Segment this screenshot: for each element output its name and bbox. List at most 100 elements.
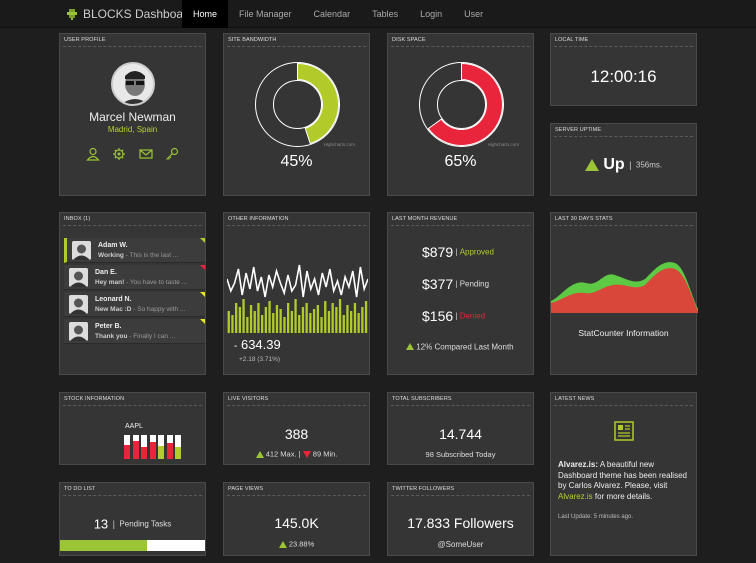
disk-value: 65% xyxy=(444,153,477,170)
visitors-range: 412 Max. | 89 Min. xyxy=(224,449,369,459)
revenue-row: $377 | Pending xyxy=(422,275,489,293)
divider xyxy=(391,495,530,496)
sparkline-bar xyxy=(264,307,267,333)
other-information-panel: OTHER INFORMATION - 634.39 +2.18 (3.71%) xyxy=(223,212,370,375)
stock-bar-fill xyxy=(124,444,130,459)
nav-login[interactable]: Login xyxy=(420,9,443,19)
logo-icon xyxy=(67,9,77,20)
panel-title: LIVE VISITORS xyxy=(228,396,269,402)
message-subject: Thank you xyxy=(95,333,128,340)
nav-user[interactable]: User xyxy=(464,9,484,19)
avatar xyxy=(111,62,155,106)
stock-bar-fill xyxy=(166,443,173,459)
message-preview: Thank you - Finally I can ... xyxy=(95,333,203,340)
sparkline-bar xyxy=(283,317,286,333)
uptime-status: Up | 356ms. xyxy=(551,156,696,174)
stock-bar xyxy=(141,435,147,459)
divider xyxy=(63,225,202,226)
divider xyxy=(554,225,693,226)
sparkline-bar xyxy=(261,315,264,333)
nav-file-manager[interactable]: File Manager xyxy=(239,9,292,19)
chart-credit: Highcharts.com xyxy=(487,142,519,147)
other-value-row: - 634.39 xyxy=(234,337,281,352)
message-snippet: - So happy with ... xyxy=(131,306,186,313)
message-subject: New Mac :D xyxy=(95,306,132,313)
message-flag xyxy=(200,265,205,270)
inbox-message[interactable]: Dan E. Hey man! - You have to taste ... xyxy=(64,265,205,290)
message-flag xyxy=(200,292,205,297)
brand[interactable]: BLOCKS Dashboard xyxy=(66,7,194,21)
sparkline-bar xyxy=(331,303,334,333)
pageviews-change: 23.88% xyxy=(288,539,315,549)
sparkline-bar xyxy=(272,313,275,333)
message-sender: Leonard N. xyxy=(95,296,132,303)
subscribers-value: 14.744 xyxy=(439,426,482,442)
nav-tables[interactable]: Tables xyxy=(372,9,399,19)
sparkline-bar xyxy=(298,315,301,333)
profile-location: Madrid, Spain xyxy=(107,125,158,134)
sparkline-bar xyxy=(335,307,338,333)
inbox-message[interactable]: Peter B. Thank you - Finally I can ... xyxy=(64,319,205,344)
mail-icon[interactable] xyxy=(139,147,153,161)
profile-actions xyxy=(60,147,205,166)
sparkline-line xyxy=(227,264,368,298)
arrow-up-icon xyxy=(255,450,264,458)
news-text: A beautiful new Dashboard theme has been… xyxy=(558,460,687,490)
news-body: Alvarez.is: A beautiful new Dashboard th… xyxy=(558,460,694,502)
avatar xyxy=(72,241,91,260)
news-updated: Last Update: 5 minutes ago. xyxy=(558,514,634,520)
bandwidth-value: 45% xyxy=(280,153,313,170)
panel-title: LATEST NEWS xyxy=(555,396,595,402)
sparkline-bar xyxy=(346,305,349,333)
panel-title: USER PROFILE xyxy=(64,37,106,43)
revenue-amount: $377 xyxy=(422,275,454,292)
sparkline-bar xyxy=(257,303,260,333)
panel-title: STOCK INFORMATION xyxy=(64,396,125,402)
sparkline-bar xyxy=(246,317,249,333)
revenue-panel: LAST MONTH REVENUE $879 | Approved $377 |… xyxy=(387,212,534,375)
panel-title: PAGE VIEWS xyxy=(228,486,264,492)
user-icon[interactable] xyxy=(86,147,100,161)
clock: 12:00:16 xyxy=(590,67,657,86)
stats-caption: StatCounter Information xyxy=(578,328,669,338)
avatar xyxy=(69,322,88,341)
inbox-message[interactable]: Leonard N. New Mac :D - So happy with ... xyxy=(64,292,205,317)
disk-arc xyxy=(427,62,503,146)
divider xyxy=(227,46,366,47)
inbox-message[interactable]: Adam W. Working - This is the last ... xyxy=(64,238,205,263)
sparkline-bar xyxy=(268,301,271,333)
user-profile-panel: USER PROFILE Marcel Newman Madrid, Spain xyxy=(59,33,206,196)
panel-title: TO DO LIST xyxy=(64,486,96,492)
news-link[interactable]: Alvarez.is xyxy=(558,491,593,501)
pageviews-change-row: 23.88% xyxy=(224,539,369,549)
bandwidth-donut xyxy=(255,62,340,147)
revenue-row: $156 | Denied xyxy=(422,307,485,325)
sparkline-bar xyxy=(357,313,360,333)
twitter-value: 17.833 Followers xyxy=(407,515,514,531)
nav-calendar[interactable]: Calendar xyxy=(313,9,351,19)
revenue-status: Denied xyxy=(459,311,486,321)
main-nav: Home File Manager Calendar Tables Login … xyxy=(182,0,494,28)
sparkline-bar xyxy=(235,303,238,333)
server-uptime-panel: SERVER UPTIME Up | 356ms. xyxy=(550,123,697,196)
nav-home[interactable]: Home xyxy=(182,0,229,28)
stock-bar-fill xyxy=(175,447,181,459)
message-snippet: - This is the last ... xyxy=(123,252,179,259)
twitter-handle[interactable]: @SomeUser xyxy=(437,540,484,549)
key-icon[interactable] xyxy=(165,147,179,161)
todo-progress-fill xyxy=(60,540,147,551)
stock-symbol: AAPL xyxy=(125,423,143,430)
message-preview: Working - This is the last ... xyxy=(98,252,206,259)
news-text-end: for more details. xyxy=(592,491,653,501)
revenue-row: $879 | Approved xyxy=(422,243,494,261)
divider xyxy=(227,495,366,496)
sparkline-bar xyxy=(294,299,297,333)
gear-icon[interactable] xyxy=(112,147,126,161)
panel-title: LAST MONTH REVENUE xyxy=(392,216,458,222)
newspaper-icon xyxy=(614,421,634,441)
message-sender: Peter B. xyxy=(95,323,122,330)
sparkline-bar xyxy=(309,313,312,333)
visitors-min: 89 Min. xyxy=(312,449,338,459)
sparkline-bar xyxy=(353,303,357,333)
sparkline-bar xyxy=(312,309,316,333)
